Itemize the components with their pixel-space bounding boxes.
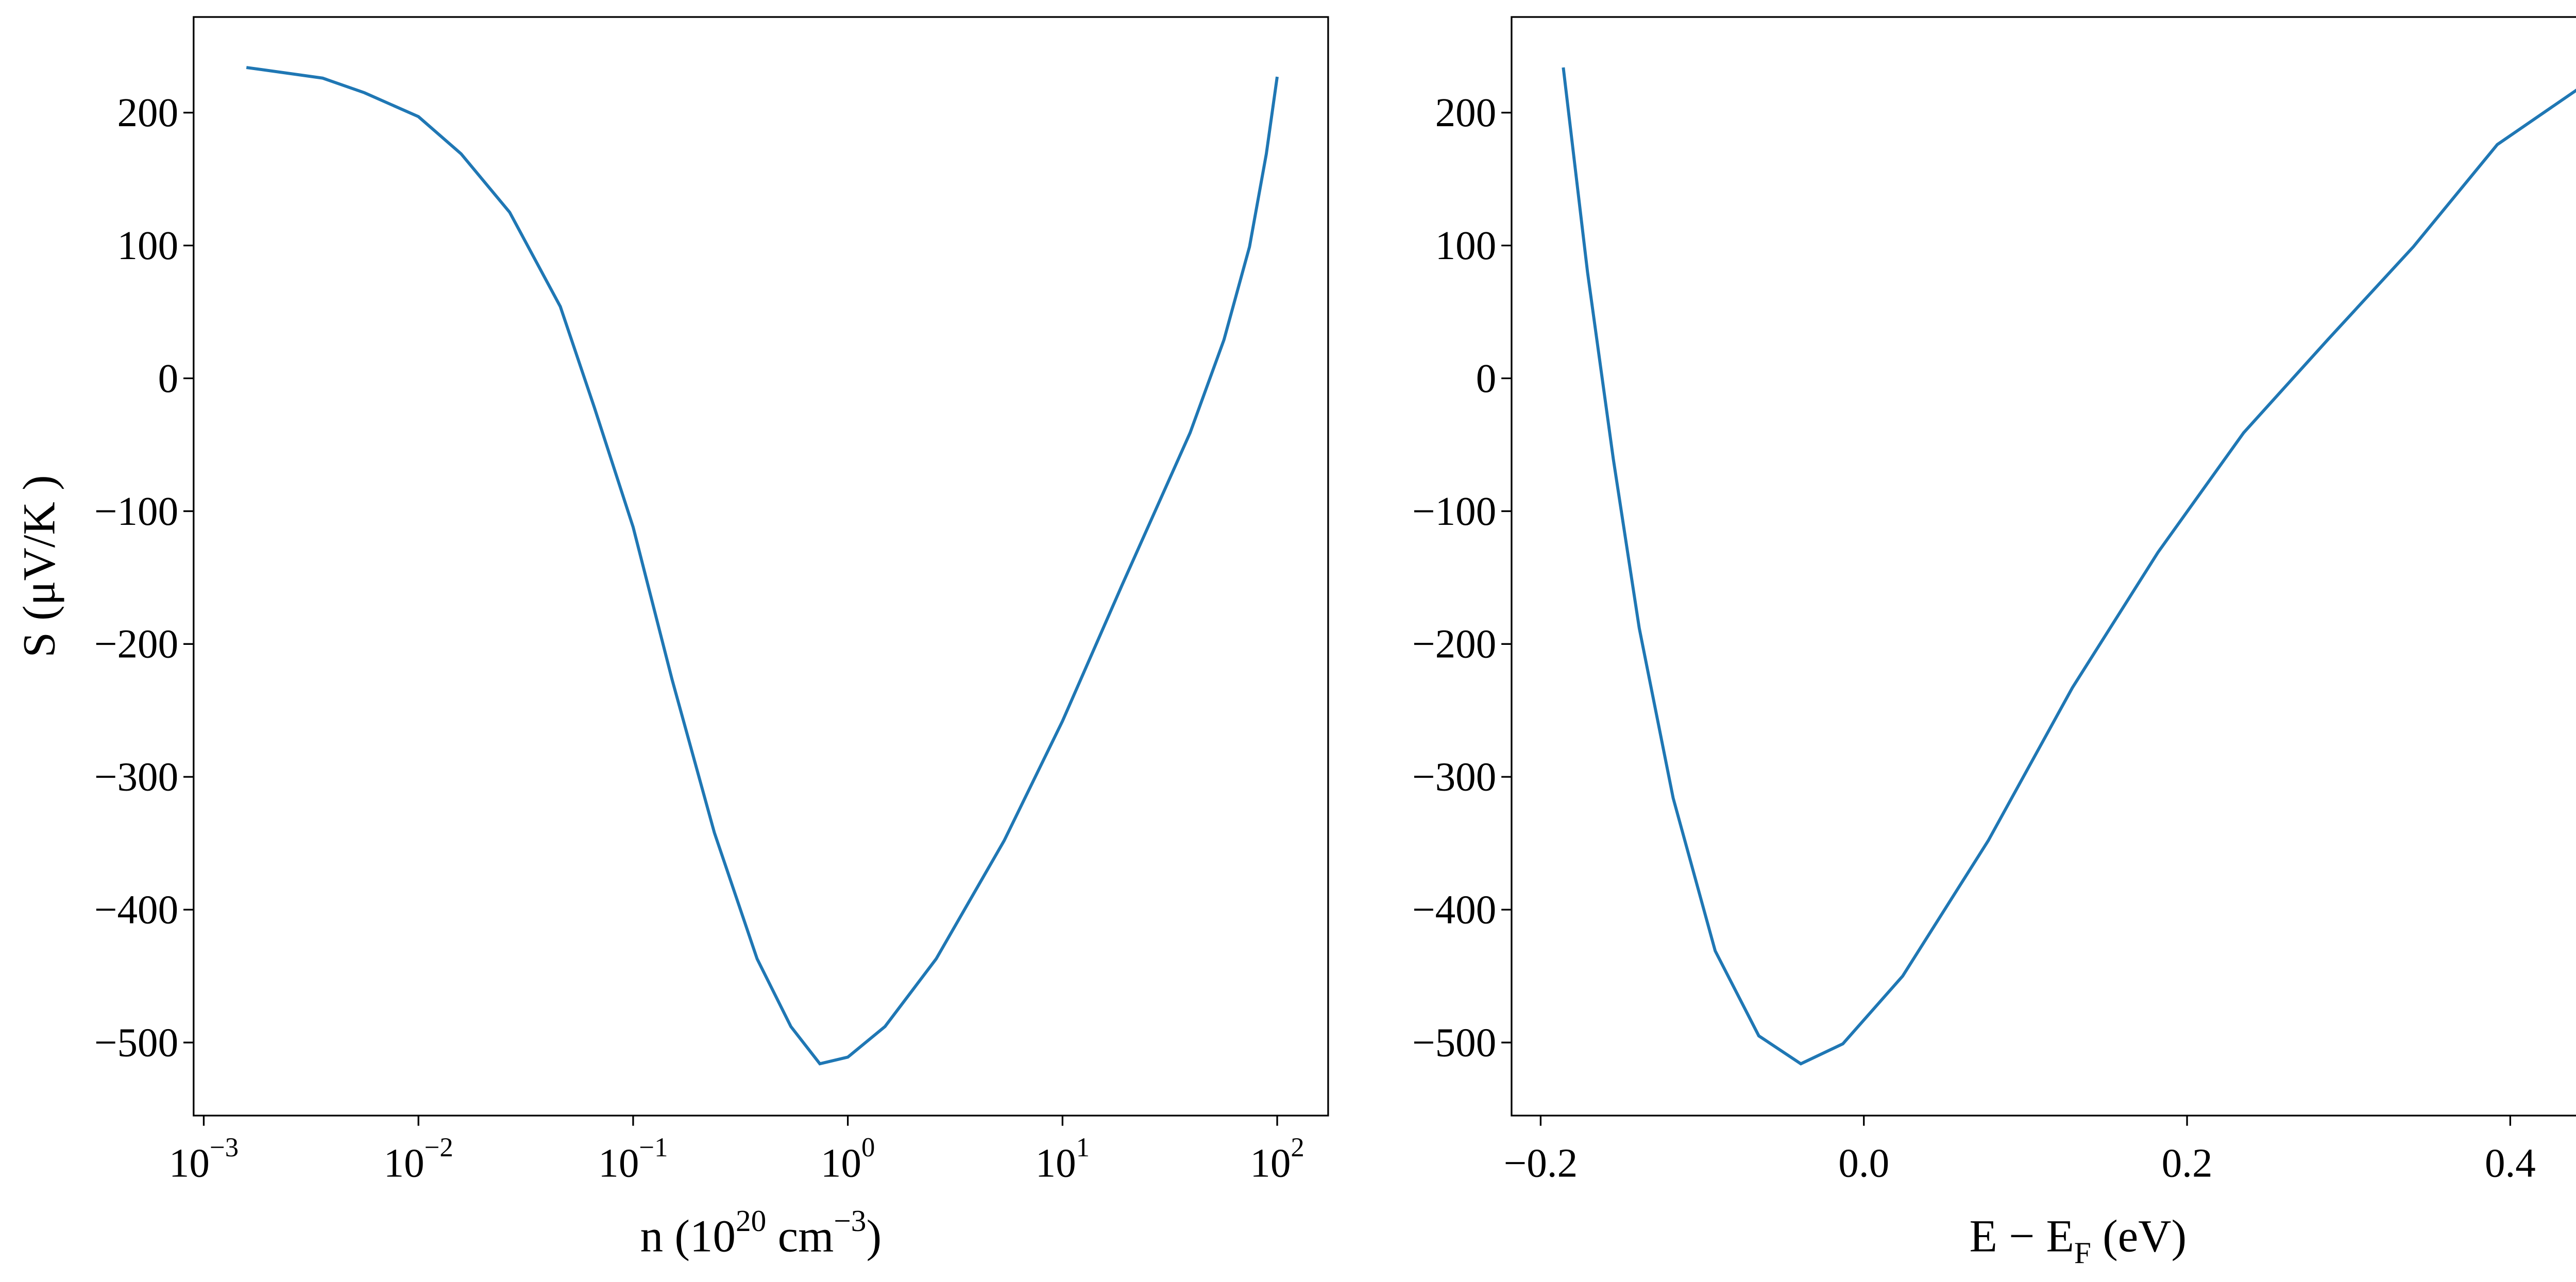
x-tick-label: 0.2	[2162, 1141, 2213, 1186]
tick-base: 0.0	[1838, 1141, 1889, 1186]
y-tick-label: 0	[158, 356, 179, 401]
tick-exponent: −1	[639, 1133, 668, 1163]
y-tick-label: 200	[1435, 91, 1497, 135]
y-tick-label: −300	[1412, 755, 1496, 800]
x-tick-label: 101	[1036, 1133, 1090, 1186]
x-tick-label: 0.0	[1838, 1141, 1889, 1186]
y-tick-label: −100	[94, 489, 178, 534]
x-tick-label: 100	[821, 1133, 875, 1186]
x-tick-label: 10−2	[384, 1133, 453, 1186]
tick-exponent: 1	[1076, 1133, 1090, 1163]
y-tick-label: −200	[1412, 622, 1496, 667]
tick-base: 0.4	[2485, 1141, 2536, 1186]
y-tick-label: 0	[1476, 356, 1497, 401]
tick-base: −0.2	[1504, 1141, 1578, 1186]
x-axis-label: n (1020 cm−3)	[640, 1204, 882, 1262]
x-tick-label: 10−1	[598, 1133, 668, 1186]
axes-frame	[193, 16, 1329, 1117]
y-tick-label: 100	[1435, 224, 1497, 268]
axes-frame	[1511, 16, 2576, 1117]
y-tick-label: −100	[1412, 489, 1496, 534]
x-axis-label-part: cm	[766, 1211, 834, 1262]
x-tick-label: 102	[1250, 1133, 1304, 1186]
tick-base: 10	[1036, 1141, 1076, 1186]
x-axis-label-part: F	[2074, 1236, 2091, 1270]
tick-exponent: 0	[861, 1133, 875, 1163]
y-tick-label: 200	[117, 91, 178, 135]
tick-base: 10	[1250, 1141, 1291, 1186]
tick-exponent: −3	[210, 1133, 239, 1163]
line-series	[246, 66, 1279, 1066]
y-tick-label: −300	[94, 755, 178, 800]
x-tick-label: −0.2	[1504, 1141, 1578, 1186]
tick-base: 10	[821, 1141, 861, 1186]
tick-base: 0.2	[2162, 1141, 2213, 1186]
tick-base: 10	[384, 1141, 425, 1186]
panel: −500 −400 −300 −200 −100 0 100 200 −0.2 0.0 0.2 0.4…	[1412, 16, 2576, 1270]
y-tick-label: −500	[94, 1020, 178, 1065]
x-axis-label-part: E − E	[1969, 1211, 2074, 1262]
y-tick-label: −400	[94, 888, 178, 933]
x-axis-label-part: n (10	[640, 1211, 736, 1262]
tick-base: 10	[169, 1141, 210, 1186]
y-tick-label: 100	[117, 224, 178, 268]
x-axis-label-part: )	[866, 1211, 882, 1262]
tick-exponent: −2	[425, 1133, 453, 1163]
y-tick-label: −400	[1412, 888, 1496, 933]
line-series	[1562, 67, 2576, 1066]
tick-exponent: 2	[1291, 1133, 1304, 1163]
x-axis-label-part: (eV)	[2091, 1211, 2187, 1262]
x-axis-label-part: 20	[736, 1204, 766, 1238]
x-axis-label-part: −3	[834, 1204, 866, 1238]
x-tick-label: 0.4	[2485, 1141, 2536, 1186]
tick-base: 10	[598, 1141, 639, 1186]
y-tick-label: −500	[1412, 1020, 1496, 1065]
y-axis-label: S (μV/K )	[14, 475, 64, 657]
x-tick-label: 10−3	[169, 1133, 239, 1186]
y-tick-label: −200	[94, 622, 178, 667]
x-axis-label: E − EF (eV)	[1969, 1211, 2187, 1270]
